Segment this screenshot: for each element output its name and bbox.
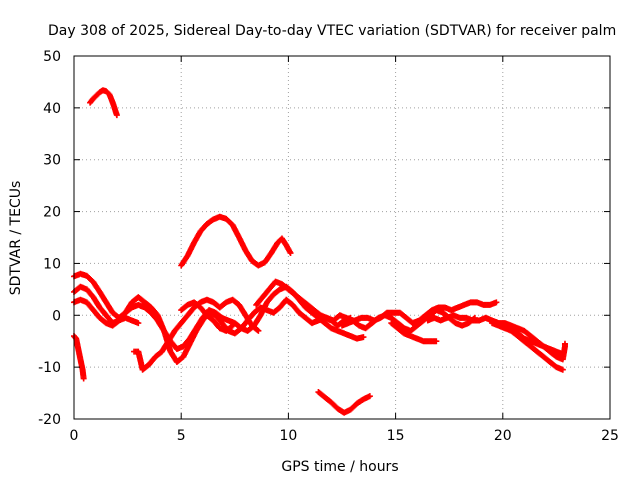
series-arc14 xyxy=(489,320,566,373)
data-point xyxy=(433,338,440,345)
data-point xyxy=(559,366,566,373)
x-tick-label: 5 xyxy=(177,428,186,444)
y-tick-label: 10 xyxy=(43,256,61,272)
y-tick-label: 30 xyxy=(43,153,61,169)
series-arc3 xyxy=(71,333,87,382)
data-point xyxy=(255,327,262,334)
x-tick-label: 15 xyxy=(387,428,405,444)
data-point xyxy=(113,112,120,119)
y-tick-label: 50 xyxy=(43,49,61,65)
x-axis-label: GPS time / hours xyxy=(281,459,398,475)
data-point xyxy=(228,323,235,330)
data-point xyxy=(360,334,367,341)
data-point xyxy=(135,320,142,327)
y-tick-label: 0 xyxy=(52,308,61,324)
grid-lines xyxy=(74,56,610,419)
y-tick-label: -20 xyxy=(38,412,61,428)
y-axis-label: SDTVAR / TECUs xyxy=(8,181,24,296)
data-point xyxy=(80,375,87,382)
series-arc1 xyxy=(87,87,120,119)
x-tick-label: 20 xyxy=(494,428,512,444)
data-point xyxy=(254,326,261,333)
data-point xyxy=(229,322,236,329)
series-arc11 xyxy=(339,299,500,329)
y-tick-label: 40 xyxy=(43,101,61,117)
data-points xyxy=(71,87,568,416)
data-point xyxy=(561,340,568,347)
series-arc9 xyxy=(178,299,236,334)
data-point xyxy=(493,299,500,306)
y-tick-label: 20 xyxy=(43,205,61,221)
series-arc2 xyxy=(178,213,294,269)
x-tick-label: 10 xyxy=(279,428,297,444)
data-point xyxy=(366,393,373,400)
chart-title: Day 308 of 2025, Sidereal Day-to-day VTE… xyxy=(48,23,616,39)
data-point xyxy=(287,250,294,257)
x-tick-label: 0 xyxy=(70,428,79,444)
series-arc4 xyxy=(315,389,373,416)
plot-frame xyxy=(73,55,611,420)
series-arc12 xyxy=(388,320,440,345)
y-tick-label: -10 xyxy=(38,360,61,376)
x-tick-label: 25 xyxy=(601,428,619,444)
axis-ticks: 0 5 10 15 20 25 -20 -10 0 10 20 30 40 50 xyxy=(38,49,619,444)
series-arc8 xyxy=(131,296,262,373)
series-arc5 xyxy=(71,270,367,352)
series-arc15 xyxy=(482,314,568,363)
